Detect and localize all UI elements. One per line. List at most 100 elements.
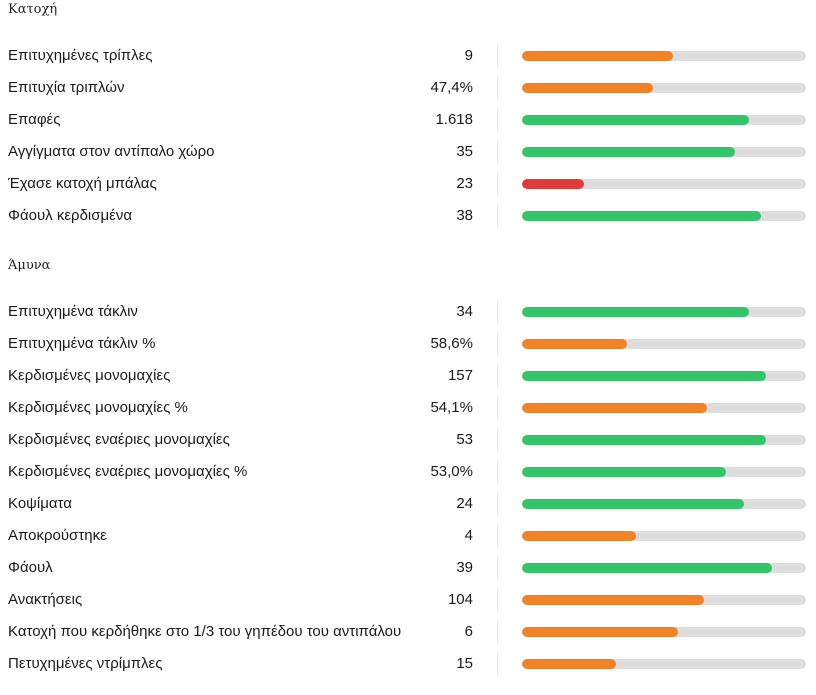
- stat-label: Κερδισμένες εναέριες μονομαχίες %: [8, 463, 248, 480]
- stat-label: Κοψίματα: [8, 495, 72, 512]
- stat-bar: [522, 51, 806, 61]
- stat-row: Κερδισμένες μονομαχίες 157: [0, 360, 816, 392]
- stat-label: Επιτυχημένα τάκλιν %: [8, 335, 156, 352]
- stat-bar-fill: [522, 595, 704, 605]
- stat-bar-fill: [522, 627, 679, 637]
- stat-bar-fill: [522, 307, 750, 317]
- stat-bar: [522, 563, 806, 573]
- divider: [497, 397, 498, 419]
- stat-value: 38: [456, 207, 473, 224]
- stat-label: Αποκρούστηκε: [8, 527, 107, 544]
- stat-label: Κατοχή που κερδήθηκε στο 1/3 του γηπέδου…: [8, 623, 402, 640]
- stat-value: 53: [456, 431, 473, 448]
- stat-label: Φάουλ: [8, 559, 53, 576]
- stat-bar-fill: [522, 563, 772, 573]
- stat-bar: [522, 499, 806, 509]
- stat-bar: [522, 627, 806, 637]
- stat-label: Κερδισμένες εναέριες μονομαχίες: [8, 431, 230, 448]
- stat-value: 47,4%: [430, 79, 473, 96]
- stat-bar-fill: [522, 531, 636, 541]
- stat-label: Κερδισμένες μονομαχίες: [8, 367, 171, 384]
- stat-bar: [522, 147, 806, 157]
- divider: [497, 653, 498, 675]
- stat-label: Έχασε κατοχή μπάλας: [8, 175, 157, 192]
- divider: [497, 525, 498, 547]
- divider: [497, 589, 498, 611]
- stat-label: Επιτυχημένες τρίπλες: [8, 47, 153, 64]
- stat-row: Φάουλ κερδισμένα 38: [0, 200, 816, 232]
- stat-row: Έχασε κατοχή μπάλας 23: [0, 168, 816, 200]
- divider: [497, 429, 498, 451]
- section-title-defence: Άμυνα: [8, 258, 51, 273]
- section-title-possession: Κατοχή: [8, 2, 58, 17]
- stat-bar-fill: [522, 83, 653, 93]
- stat-bar-fill: [522, 403, 707, 413]
- stat-row: Επιτυχημένες τρίπλες 9: [0, 40, 816, 72]
- stat-row: Κερδισμένες εναέριες μονομαχίες % 53,0%: [0, 456, 816, 488]
- stat-bar-fill: [522, 435, 767, 445]
- stat-row: Κερδισμένες μονομαχίες % 54,1%: [0, 392, 816, 424]
- stat-value: 35: [456, 143, 473, 160]
- stat-bar: [522, 83, 806, 93]
- divider: [497, 621, 498, 643]
- stat-value: 39: [456, 559, 473, 576]
- stat-bar: [522, 467, 806, 477]
- stat-row: Αποκρούστηκε 4: [0, 520, 816, 552]
- stat-value: 24: [456, 495, 473, 512]
- stat-row: Αγγίγματα στον αντίπαλο χώρο 35: [0, 136, 816, 168]
- stat-value: 4: [464, 527, 473, 544]
- stat-row: Ανακτήσεις 104: [0, 584, 816, 616]
- stat-value: 23: [456, 175, 473, 192]
- stat-row: Επιτυχημένα τάκλιν 34: [0, 296, 816, 328]
- stat-value: 1.618: [435, 111, 473, 128]
- divider: [497, 45, 498, 67]
- divider: [497, 461, 498, 483]
- divider: [497, 205, 498, 227]
- divider: [497, 493, 498, 515]
- stat-bar: [522, 307, 806, 317]
- divider: [497, 141, 498, 163]
- stat-value: 53,0%: [430, 463, 473, 480]
- stat-row: Κατοχή που κερδήθηκε στο 1/3 του γηπέδου…: [0, 616, 816, 648]
- stat-row: Επιτυχημένα τάκλιν % 58,6%: [0, 328, 816, 360]
- stat-bar: [522, 211, 806, 221]
- stat-bar: [522, 179, 806, 189]
- stat-label: Επιτυχημένα τάκλιν: [8, 303, 138, 320]
- stat-value: 15: [456, 655, 473, 672]
- stat-bar-fill: [522, 115, 750, 125]
- stat-label: Επαφές: [8, 111, 61, 128]
- stat-row: Κερδισμένες εναέριες μονομαχίες 53: [0, 424, 816, 456]
- stat-row: Κοψίματα 24: [0, 488, 816, 520]
- stat-value: 104: [447, 591, 473, 608]
- stat-label: Πετυχημένες ντρίμπλες: [8, 655, 163, 672]
- divider: [497, 557, 498, 579]
- stat-bar: [522, 339, 806, 349]
- stat-value: 34: [456, 303, 473, 320]
- stat-value: 9: [464, 47, 473, 64]
- divider: [497, 301, 498, 323]
- stat-bar-fill: [522, 147, 735, 157]
- stat-value: 54,1%: [430, 399, 473, 416]
- stat-bar: [522, 115, 806, 125]
- stat-bar: [522, 531, 806, 541]
- stat-bar: [522, 403, 806, 413]
- stat-label: Κερδισμένες μονομαχίες %: [8, 399, 188, 416]
- stat-bar-fill: [522, 659, 616, 669]
- stat-bar-fill: [522, 371, 767, 381]
- divider: [497, 109, 498, 131]
- stat-bar: [522, 371, 806, 381]
- stat-bar: [522, 595, 806, 605]
- stat-row: Πετυχημένες ντρίμπλες 15: [0, 648, 816, 680]
- stat-label: Αγγίγματα στον αντίπαλο χώρο: [8, 143, 215, 160]
- stat-label: Επιτυχία τριπλών: [8, 79, 125, 96]
- stat-label: Φάουλ κερδισμένα: [8, 207, 133, 224]
- stat-value: 157: [447, 367, 473, 384]
- divider: [497, 333, 498, 355]
- stat-bar: [522, 659, 806, 669]
- stat-bar-fill: [522, 467, 727, 477]
- divider: [497, 173, 498, 195]
- divider: [497, 77, 498, 99]
- stat-label: Ανακτήσεις: [8, 591, 83, 608]
- stat-value: 6: [464, 623, 473, 640]
- stat-bar-fill: [522, 211, 761, 221]
